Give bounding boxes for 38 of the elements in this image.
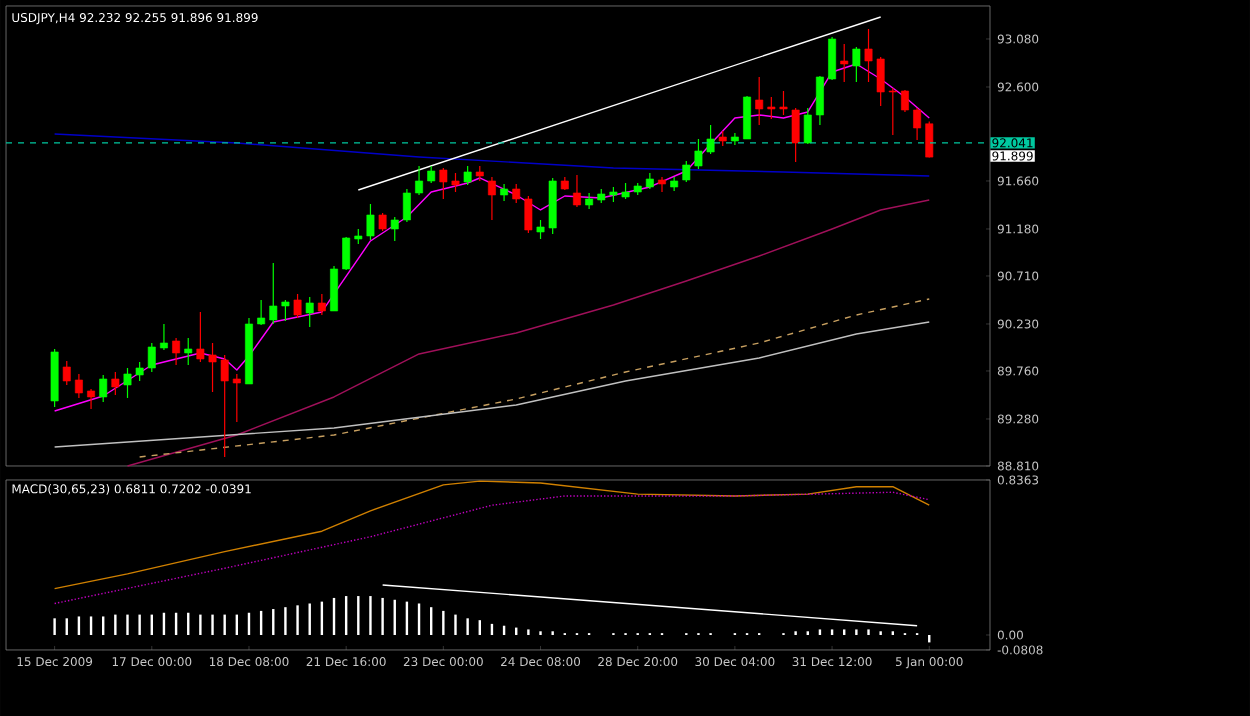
candlestick xyxy=(913,107,922,141)
candlestick xyxy=(487,176,496,221)
candlestick xyxy=(317,293,326,316)
candlestick xyxy=(658,176,666,193)
candlestick xyxy=(803,107,812,145)
candlestick xyxy=(172,337,181,366)
candlestick xyxy=(463,165,472,186)
candlestick xyxy=(257,299,266,326)
candlestick xyxy=(828,36,837,81)
candlestick xyxy=(390,216,399,242)
candlestick xyxy=(852,46,861,83)
line-series xyxy=(138,298,930,458)
candlestick xyxy=(184,337,193,366)
candlestick xyxy=(755,76,764,126)
candlestick xyxy=(573,174,581,208)
candlestick xyxy=(87,388,95,410)
candlestick xyxy=(888,87,897,136)
candlestick xyxy=(160,323,168,351)
candlestick xyxy=(743,95,751,140)
candlestick xyxy=(305,296,314,328)
candlestick xyxy=(293,293,302,319)
candlestick xyxy=(925,120,934,158)
candlestick xyxy=(74,373,83,399)
candlestick xyxy=(415,165,423,196)
candlestick xyxy=(342,236,351,271)
line-series xyxy=(53,133,930,177)
candlestick xyxy=(62,360,71,386)
line-series xyxy=(126,199,930,467)
candlestick xyxy=(99,374,108,403)
candlestick xyxy=(402,188,411,223)
candlestick xyxy=(840,43,849,83)
line-series xyxy=(53,491,930,605)
candlestick xyxy=(500,183,509,202)
line-series xyxy=(53,321,930,448)
candlestick xyxy=(815,75,824,126)
candlestick xyxy=(232,373,241,423)
candlestick xyxy=(330,265,338,312)
candlestick xyxy=(111,371,120,396)
